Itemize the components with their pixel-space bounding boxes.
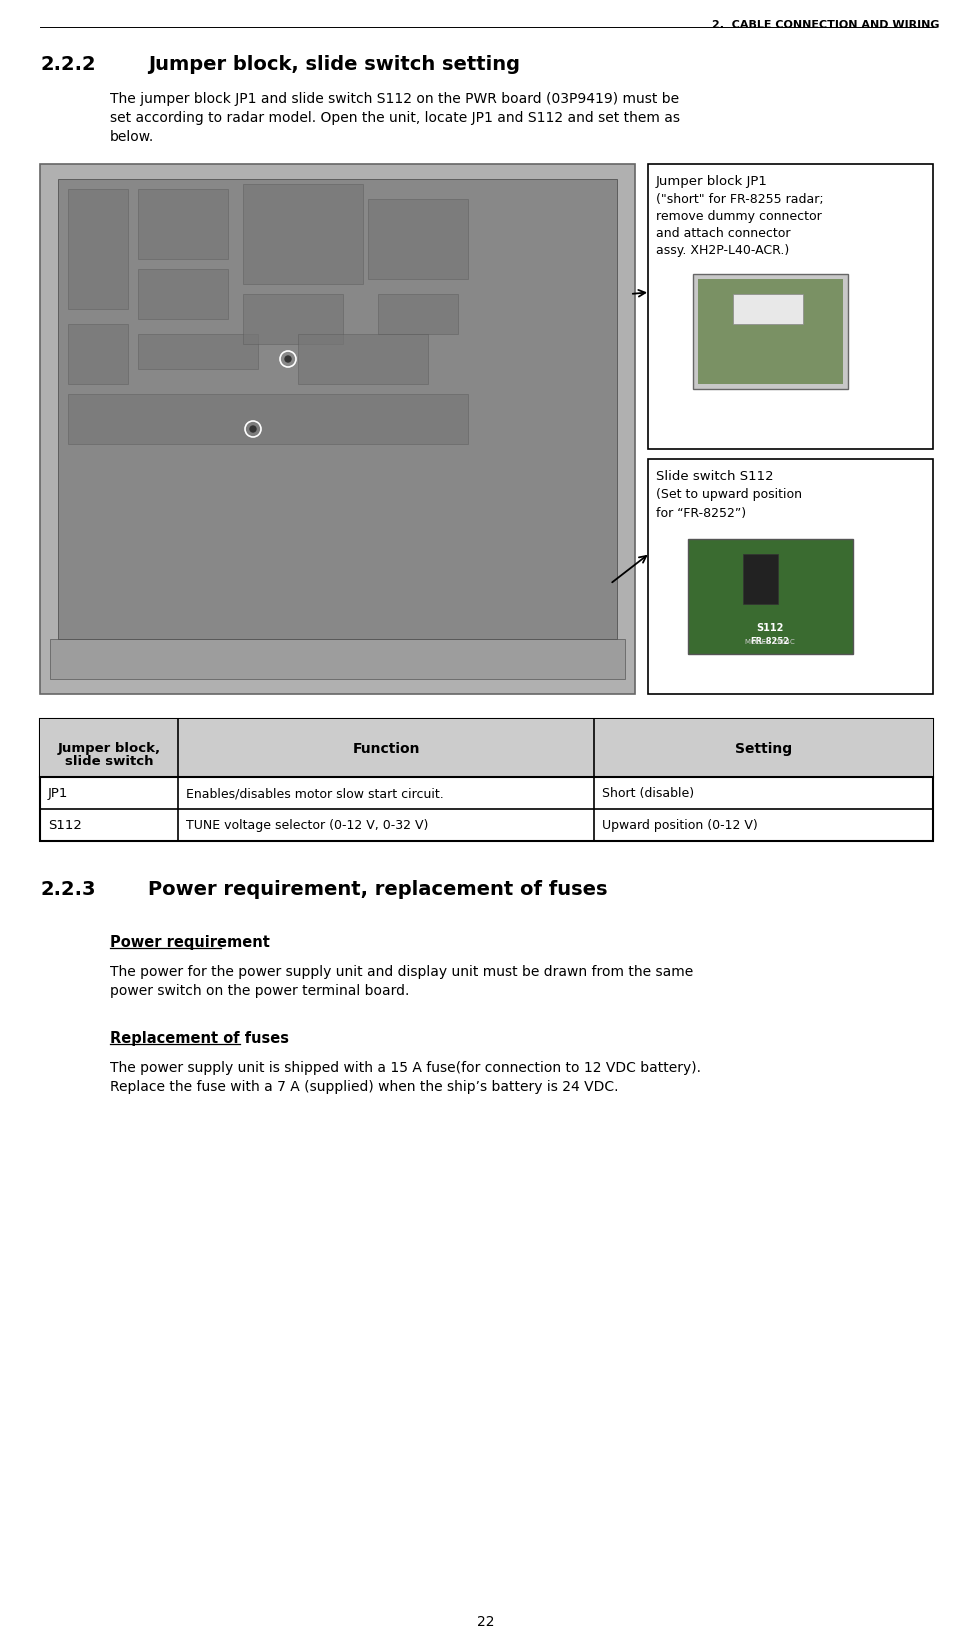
Text: TUNE voltage selector (0-12 V, 0-32 V): TUNE voltage selector (0-12 V, 0-32 V) bbox=[187, 820, 429, 833]
Text: ("short" for FR-8255 radar;: ("short" for FR-8255 radar; bbox=[656, 193, 823, 207]
Text: MODEL 1964C: MODEL 1964C bbox=[745, 639, 795, 644]
Text: The jumper block JP1 and slide switch S112 on the PWR board (03P9419) must be: The jumper block JP1 and slide switch S1… bbox=[110, 92, 679, 107]
FancyBboxPatch shape bbox=[243, 185, 363, 285]
Text: (Set to upward position: (Set to upward position bbox=[656, 488, 802, 500]
Text: set according to radar model. Open the unit, locate JP1 and S112 and set them as: set according to radar model. Open the u… bbox=[110, 111, 680, 125]
Text: Function: Function bbox=[352, 741, 419, 756]
Text: FR-8252: FR-8252 bbox=[750, 636, 789, 646]
FancyBboxPatch shape bbox=[693, 275, 848, 390]
Text: The power for the power supply unit and display unit must be drawn from the same: The power for the power supply unit and … bbox=[110, 964, 693, 978]
FancyBboxPatch shape bbox=[40, 166, 635, 695]
Text: S112: S112 bbox=[756, 623, 783, 633]
FancyBboxPatch shape bbox=[138, 334, 258, 370]
Text: Replacement of fuses: Replacement of fuses bbox=[110, 1031, 294, 1046]
FancyBboxPatch shape bbox=[68, 325, 128, 385]
Text: and attach connector: and attach connector bbox=[656, 226, 790, 239]
FancyBboxPatch shape bbox=[138, 270, 228, 320]
Text: remove dummy connector: remove dummy connector bbox=[656, 210, 822, 223]
FancyBboxPatch shape bbox=[648, 459, 933, 695]
Text: Upward position (0-12 V): Upward position (0-12 V) bbox=[601, 820, 757, 833]
Text: Enables/disables motor slow start circuit.: Enables/disables motor slow start circui… bbox=[187, 787, 444, 800]
Text: below.: below. bbox=[110, 129, 155, 144]
FancyBboxPatch shape bbox=[733, 295, 803, 325]
FancyBboxPatch shape bbox=[743, 554, 778, 605]
FancyBboxPatch shape bbox=[68, 190, 128, 310]
Text: Power requirement, replacement of fuses: Power requirement, replacement of fuses bbox=[148, 880, 607, 898]
Text: JP1: JP1 bbox=[48, 787, 68, 800]
FancyBboxPatch shape bbox=[50, 639, 625, 680]
Text: Jumper block,: Jumper block, bbox=[57, 741, 161, 754]
Circle shape bbox=[285, 357, 291, 362]
Text: 22: 22 bbox=[477, 1614, 494, 1628]
FancyBboxPatch shape bbox=[688, 539, 853, 654]
Text: Power requirement: Power requirement bbox=[110, 934, 270, 949]
Text: Jumper block, slide switch setting: Jumper block, slide switch setting bbox=[148, 56, 520, 74]
FancyBboxPatch shape bbox=[68, 395, 468, 444]
Text: 2.2.3: 2.2.3 bbox=[40, 880, 95, 898]
FancyBboxPatch shape bbox=[378, 295, 458, 334]
FancyBboxPatch shape bbox=[368, 200, 468, 280]
Text: Slide switch S112: Slide switch S112 bbox=[656, 470, 774, 484]
Text: for “FR-8252”): for “FR-8252”) bbox=[656, 506, 746, 520]
Text: assy. XH2P-L40-ACR.): assy. XH2P-L40-ACR.) bbox=[656, 244, 789, 257]
FancyBboxPatch shape bbox=[40, 720, 933, 841]
Text: slide switch: slide switch bbox=[65, 754, 154, 767]
FancyBboxPatch shape bbox=[58, 180, 617, 639]
Text: The power supply unit is shipped with a 15 A fuse(for connection to 12 VDC batte: The power supply unit is shipped with a … bbox=[110, 1060, 701, 1074]
Circle shape bbox=[250, 426, 256, 433]
Text: Setting: Setting bbox=[735, 741, 792, 756]
Text: 2.  CABLE CONNECTION AND WIRING: 2. CABLE CONNECTION AND WIRING bbox=[712, 20, 940, 30]
Text: Jumper block JP1: Jumper block JP1 bbox=[656, 175, 768, 188]
FancyBboxPatch shape bbox=[40, 720, 933, 777]
FancyBboxPatch shape bbox=[298, 334, 428, 385]
Text: 2.2.2: 2.2.2 bbox=[40, 56, 95, 74]
Text: Replace the fuse with a 7 A (supplied) when the ship’s battery is 24 VDC.: Replace the fuse with a 7 A (supplied) w… bbox=[110, 1080, 619, 1093]
Text: S112: S112 bbox=[48, 820, 82, 833]
FancyBboxPatch shape bbox=[698, 280, 843, 385]
FancyBboxPatch shape bbox=[138, 190, 228, 261]
FancyBboxPatch shape bbox=[243, 295, 343, 344]
Text: power switch on the power terminal board.: power switch on the power terminal board… bbox=[110, 983, 410, 998]
Text: Short (disable): Short (disable) bbox=[601, 787, 694, 800]
FancyBboxPatch shape bbox=[648, 166, 933, 449]
